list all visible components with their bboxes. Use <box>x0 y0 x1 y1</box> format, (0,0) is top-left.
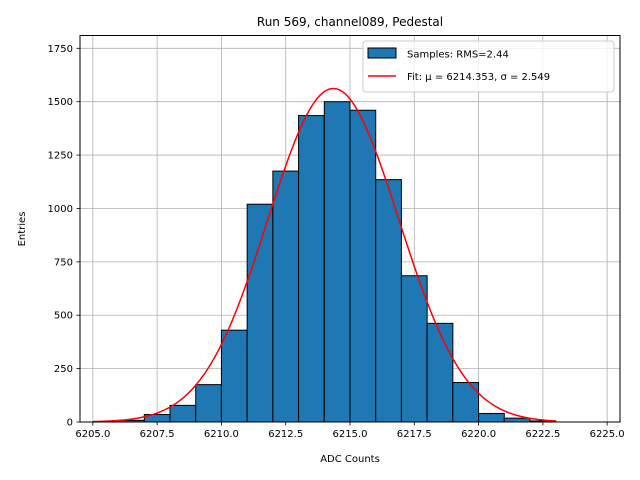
histogram-bar <box>272 170 300 423</box>
histogram-bar <box>169 404 197 423</box>
x-tick-label: 6220.0 <box>461 429 496 440</box>
y-tick-label: 250 <box>54 364 73 375</box>
histogram-bar <box>478 412 505 423</box>
histogram-bar <box>246 203 274 423</box>
x-tick-label: 6217.5 <box>397 429 432 440</box>
y-axis-label: Entries <box>17 212 28 247</box>
x-axis: 6205.0 6207.5 6210.0 6212.5 6215.0 6217.5 6220… <box>75 422 625 440</box>
legend-box <box>362 40 615 93</box>
x-tick-label: 6222.5 <box>525 429 560 440</box>
y-tick-label: 1250 <box>48 151 73 162</box>
fit-curve <box>92 87 556 423</box>
y-tick-label: 0 <box>67 418 73 429</box>
x-tick-label: 6225.0 <box>590 429 625 440</box>
legend: Samples: RMS=2.44 Fit: μ = 6214.353, σ =… <box>362 40 615 93</box>
histogram-bars <box>92 101 557 423</box>
histogram-bar <box>220 329 248 423</box>
y-tick-label: 500 <box>54 311 73 322</box>
histogram-bar <box>375 179 402 423</box>
legend-histogram-swatch <box>367 47 397 59</box>
histogram-bar <box>400 275 428 423</box>
histogram-bar <box>349 109 377 423</box>
x-tick-label: 6207.5 <box>140 429 175 440</box>
histogram-bar <box>195 384 222 423</box>
x-tick-label: 6210.0 <box>204 429 239 440</box>
x-tick-label: 6205.0 <box>75 429 110 440</box>
histogram-bar <box>323 101 351 423</box>
x-axis-label: ADC Counts <box>320 454 380 465</box>
histogram-bar <box>298 115 325 423</box>
legend-histogram-label: Samples: RMS=2.44 <box>407 50 509 61</box>
y-axis: 0 250 500 750 1000 1250 1500 1750 <box>48 44 80 429</box>
y-tick-label: 1000 <box>48 204 73 215</box>
histogram-bar <box>503 417 531 423</box>
y-tick-label: 1750 <box>48 44 73 55</box>
x-tick-label: 6212.5 <box>268 429 303 440</box>
y-tick-label: 750 <box>54 257 73 268</box>
y-tick-label: 1500 <box>48 97 73 108</box>
histogram-bar <box>426 322 454 423</box>
x-tick-label: 6215.0 <box>333 429 368 440</box>
chart-title: Run 569, channel089, Pedestal <box>257 15 443 29</box>
legend-fit-label: Fit: μ = 6214.353, σ = 2.549 <box>407 72 550 83</box>
fit-curve-group <box>92 87 556 423</box>
